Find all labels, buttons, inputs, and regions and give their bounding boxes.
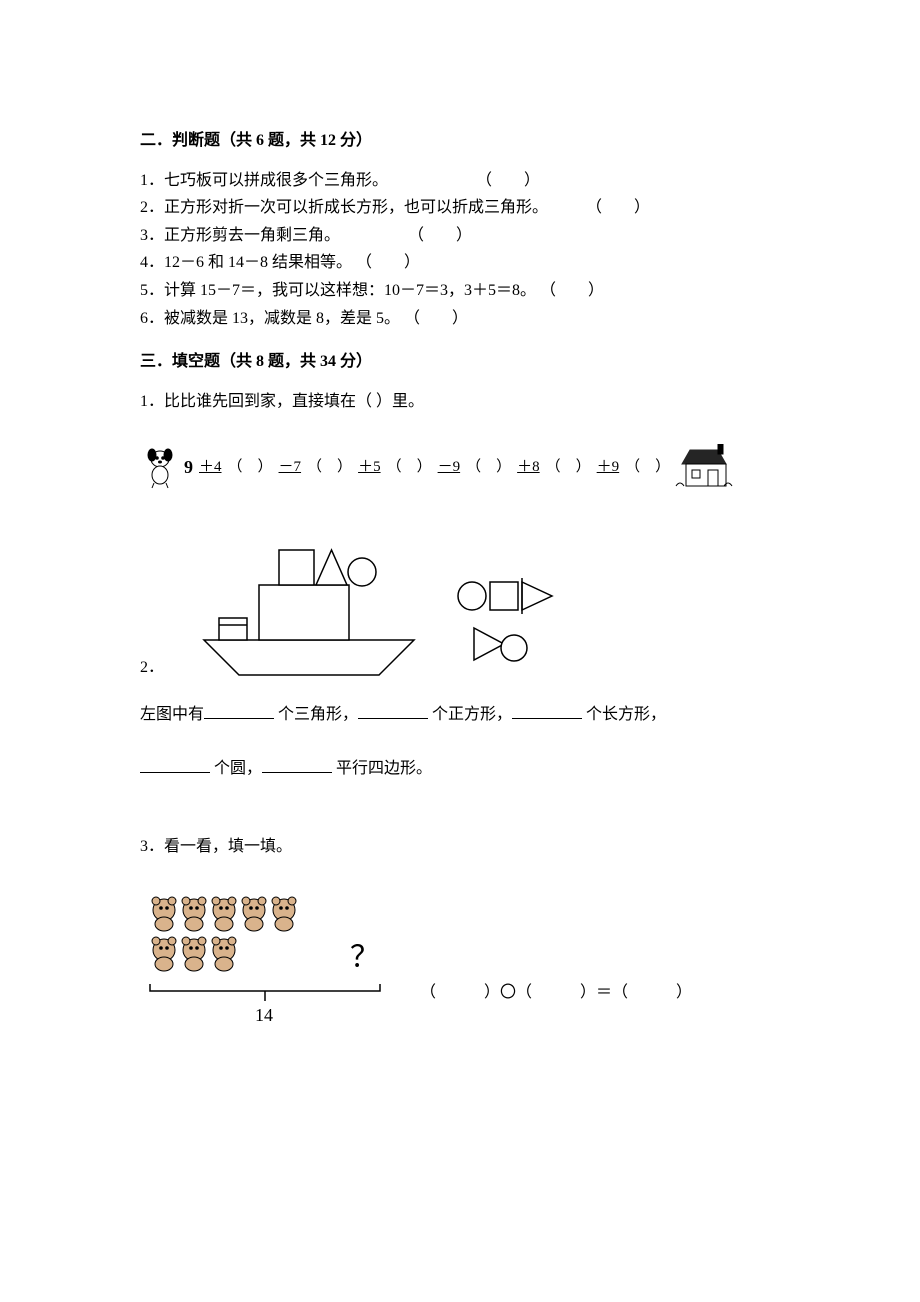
side-shapes-diagram [454, 570, 564, 680]
blank-triangle [204, 702, 274, 719]
s2-q5-text: ．计算 15－7＝，我可以这样想：10－7＝3，3＋5＝8。 [148, 282, 536, 299]
s2-q3-paren: （ ） [408, 223, 472, 249]
s2-q2-n: 2 [140, 199, 148, 216]
s3-q2-l1-c: 个正方形， [432, 706, 512, 723]
s2-q5-paren: （ ） [540, 278, 604, 304]
chain-op-4: ＋8 [517, 455, 540, 479]
s2-q1-text: ．七巧板可以拼成很多个三角形。 [148, 172, 388, 189]
s2-q3-n: 3 [140, 227, 148, 244]
chain-op-2: ＋5 [358, 455, 381, 479]
s3-q1-chain: 9 ＋4（ ） －7（ ） ＋5（ ） －9（ ） ＋8（ ） ＋9（ ） [140, 444, 780, 490]
bears-diagram: ？ 14 [140, 889, 390, 1029]
chain-slot-0: （ ） [228, 455, 273, 479]
boat-diagram [184, 530, 434, 680]
s2-q3-text: ．正方形剪去一角剩三角。 [148, 227, 340, 244]
s2-q2-paren: （ ） [586, 195, 650, 221]
s2-q4-text: ．12－6 和 14－8 结果相等。 [148, 254, 352, 271]
svg-text:14: 14 [255, 1005, 273, 1025]
s2-q4-paren: （ ） [356, 250, 420, 276]
s2-q5: 5．计算 15－7＝，我可以这样想：10－7＝3，3＋5＝8。 （ ） [140, 278, 780, 304]
s2-q4: 4．12－6 和 14－8 结果相等。 （ ） [140, 250, 780, 276]
chain-op-1: －7 [279, 455, 302, 479]
s2-q6-text: ．被减数是 13，减数是 8，差是 5。 [148, 310, 400, 327]
section-3-title: 三．填空题（共 8 题，共 34 分） [140, 349, 780, 375]
s2-q5-n: 5 [140, 282, 148, 299]
s2-q2: 2．正方形对折一次可以折成长方形，也可以折成三角形。 （ ） [140, 195, 780, 221]
s2-q3: 3．正方形剪去一角剩三角。 （ ） [140, 223, 780, 249]
chain-slot-2: （ ） [387, 455, 432, 479]
s2-q4-n: 4 [140, 254, 148, 271]
s3-q2-prefix: 2． [140, 655, 164, 681]
s3-q2-l1-b: 个三角形， [278, 706, 358, 723]
s2-q6: 6．被减数是 13，减数是 8，差是 5。 （ ） [140, 306, 780, 332]
blank-square [358, 702, 428, 719]
s2-q1-paren: （ ） [476, 168, 540, 194]
chain-op-0: ＋4 [199, 455, 222, 479]
s3-q1-label: 1．比比谁先回到家，直接填在（ ）里。 [140, 389, 780, 415]
s2-q6-paren: （ ） [404, 306, 468, 332]
s3-q2-l1-d: 个长方形， [586, 706, 666, 723]
blank-rectangle [512, 702, 582, 719]
chain-op-3: －9 [438, 455, 461, 479]
svg-text:？: ？ [350, 941, 380, 974]
section-2-title: 二．判断题（共 6 题，共 12 分） [140, 128, 780, 154]
chain-slot-1: （ ） [307, 455, 352, 479]
dog-icon [140, 445, 180, 489]
s3-q3-equation: （ ）〇（ ）＝（ ） [420, 980, 692, 1030]
house-icon [674, 444, 734, 490]
s3-q2-l2-a: 个圆， [214, 760, 262, 777]
blank-parallelogram [262, 756, 332, 773]
s3-q2-l2-b: 平行四边形。 [336, 760, 432, 777]
s3-q2-line2: 个圆， 平行四边形。 [140, 756, 780, 782]
s2-q2-text: ．正方形对折一次可以折成长方形，也可以折成三角形。 [148, 199, 548, 216]
chain-slot-5: （ ） [625, 455, 670, 479]
s3-q2-line1: 左图中有 个三角形， 个正方形， 个长方形， [140, 702, 780, 728]
s2-q1: 1．七巧板可以拼成很多个三角形。 （ ） [140, 168, 780, 194]
s2-q6-n: 6 [140, 310, 148, 327]
blank-circle [140, 756, 210, 773]
chain-slot-4: （ ） [546, 455, 591, 479]
chain-start: 9 [184, 453, 193, 482]
s3-q2-l1-a: 左图中有 [140, 706, 204, 723]
s3-q3-label: 3．看一看，填一填。 [140, 834, 780, 860]
chain-slot-3: （ ） [466, 455, 511, 479]
chain-op-5: ＋9 [597, 455, 620, 479]
s2-q1-n: 1 [140, 172, 148, 189]
